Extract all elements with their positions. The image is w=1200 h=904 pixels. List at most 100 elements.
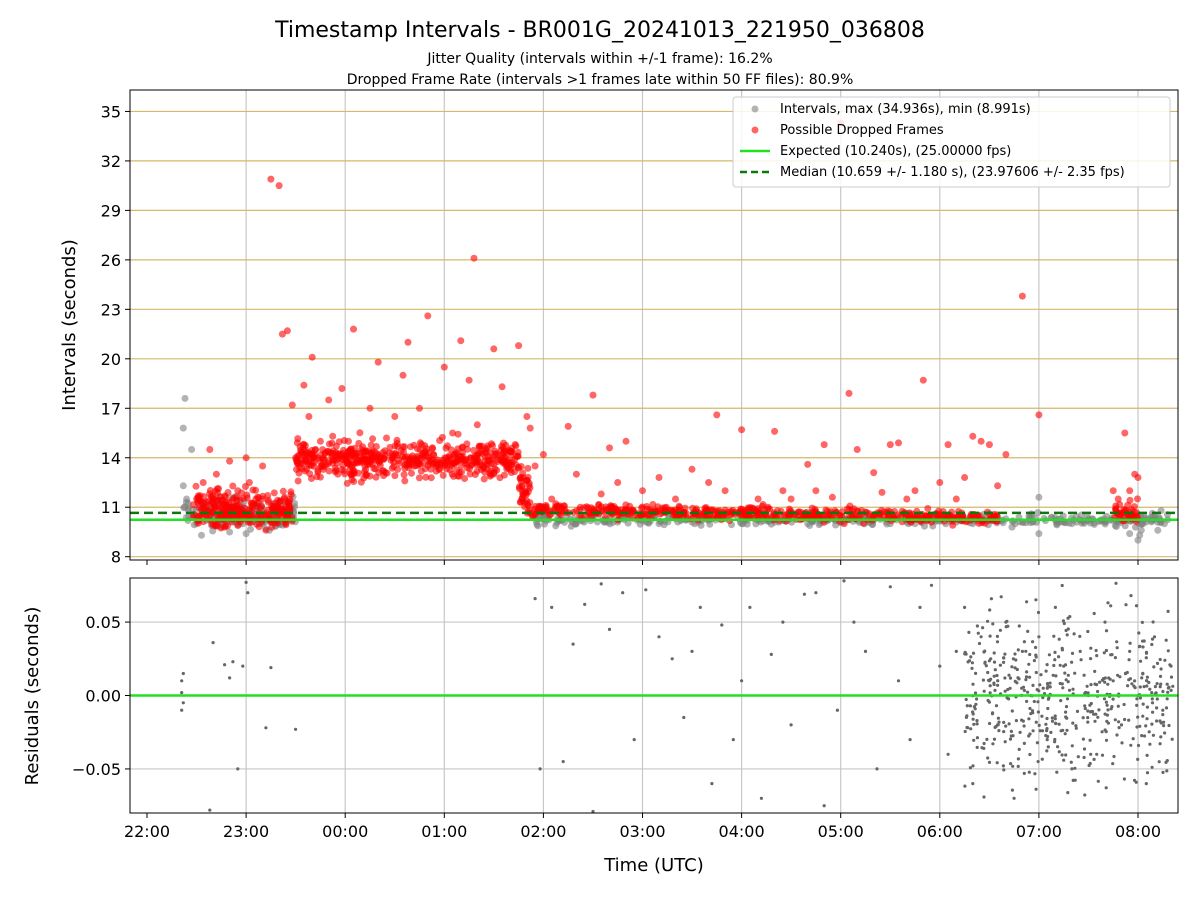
interval-point [242,530,250,538]
dropped-cloud-point [325,458,333,466]
residual-cloud-point [1003,652,1007,656]
residual-cloud-point [1034,787,1038,791]
residual-cloud-point [988,684,992,688]
residual-cloud-point [964,715,969,720]
residual-cloud-point [1040,757,1044,761]
interval-cloud-point [1132,523,1139,531]
residual-cloud-point [990,712,995,716]
dropped-cloud-point [452,449,460,457]
residual-cloud-point [981,678,986,682]
dropped-frame-point [283,327,291,335]
dropped-cloud-point [427,474,435,482]
residual-cloud-point [1044,669,1048,673]
residual-cloud-point [1027,717,1031,721]
residual-cloud-point [985,737,989,742]
residual-cloud-point [1103,728,1107,732]
residual-cloud-point [1046,745,1050,749]
residual-cloud-point [1003,689,1007,693]
residual-cloud-point [1171,684,1175,688]
residual-cloud-point [1115,640,1119,644]
dropped-cloud-point [328,439,336,447]
residual-cloud-point [1166,690,1170,694]
dropped-cloud-point [480,475,488,483]
intervals-y-tick-label: 29 [101,201,121,220]
dropped-cloud-point [248,513,256,521]
dropped-cloud-point [200,502,207,510]
dropped-frame-point [399,371,407,379]
interval-cloud-point [1140,512,1148,520]
residual-point [231,660,235,664]
residual-cloud-point [1013,666,1017,670]
residual-cloud-point [986,698,990,703]
residual-cloud-point [976,631,980,635]
legend-marker-intervals [751,105,759,113]
residual-point [987,679,992,683]
dropped-frame-point [721,487,729,495]
intervals-y-tick-label: 20 [101,350,121,369]
residual-cloud-point [1113,656,1117,660]
dropped-cloud-point [349,466,357,474]
residual-cloud-point [1144,724,1148,728]
dropped-cloud-point [397,447,405,454]
dropped-cloud-point [393,439,401,447]
residual-point [1070,767,1074,771]
dropped-cloud-point [221,523,229,531]
residual-cloud-point [975,722,979,726]
dropped-cloud-point [391,472,399,480]
residual-cloud-point [1126,684,1130,688]
residual-point [814,591,818,595]
residual-cloud-point [992,660,997,664]
dropped-cloud-point [428,444,436,452]
residual-cloud-point [1079,658,1083,662]
intervals-y-tick-label: 32 [101,152,121,171]
dropped-frame-point [312,446,319,453]
dropped-frame-point [895,439,902,447]
residual-cloud-point [1158,657,1162,662]
residual-cloud-point [1138,685,1142,689]
residual-point [1119,723,1124,727]
dropped-frame-point [985,441,993,449]
dropped-cloud-point [471,471,479,478]
interval-point [1068,520,1076,528]
dropped-frame-point [705,479,713,486]
residual-cloud-point [992,737,997,741]
residual-cloud-point [1101,678,1105,682]
residual-cloud-point [1152,665,1156,669]
residual-cloud-point [1095,683,1099,687]
residual-cloud-point [1064,628,1068,633]
dropped-frame-point [267,175,275,183]
legend-label-intervals: Intervals, max (34.936s), min (8.991s) [780,102,1031,117]
residual-point [236,767,240,771]
dropped-frame-point [217,503,225,511]
residual-cloud-point [1130,682,1134,686]
residual-cloud-point [1104,700,1108,704]
interval-point [572,520,580,528]
dropped-frame-point [288,401,296,409]
dropped-frame-point [490,345,498,353]
residual-cloud-point [1040,729,1045,733]
residual-cloud-point [1150,642,1154,647]
residual-cloud-point [1034,645,1038,650]
dropped-cloud-point [433,456,441,464]
residual-cloud-point [1133,679,1137,683]
residual-cloud-point [1016,676,1020,680]
residual-point [181,671,185,676]
residual-cloud-point [969,727,973,731]
residual-cloud-point [1076,755,1080,759]
residual-cloud-point [1141,672,1145,676]
residual-point [264,726,268,730]
residual-point [698,605,702,610]
dropped-cloud-point [309,453,317,460]
residual-cloud-point [1142,685,1146,689]
dropped-cloud-point [287,491,295,498]
residual-cloud-point [975,736,980,740]
residual-cloud-point [989,597,994,601]
dropped-cloud-point [401,461,409,469]
residual-cloud-point [1115,646,1119,650]
residual-cloud-point [1034,670,1038,675]
residual-point [208,808,212,812]
residual-point [769,652,773,657]
dropped-cloud-point [608,503,616,511]
dropped-frame-point [713,411,721,419]
